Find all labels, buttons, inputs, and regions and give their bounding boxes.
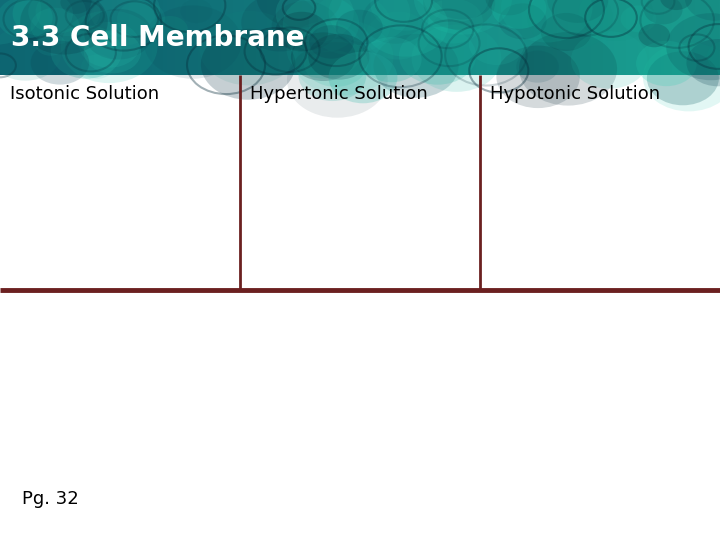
- Circle shape: [707, 40, 720, 72]
- Circle shape: [287, 42, 387, 118]
- Circle shape: [336, 10, 383, 45]
- Circle shape: [30, 8, 79, 44]
- Circle shape: [423, 0, 495, 30]
- Circle shape: [60, 0, 91, 14]
- Circle shape: [20, 0, 108, 55]
- Circle shape: [492, 0, 546, 29]
- Circle shape: [0, 0, 41, 45]
- Circle shape: [541, 13, 592, 51]
- Circle shape: [276, 0, 354, 43]
- Circle shape: [414, 0, 512, 35]
- Circle shape: [144, 5, 241, 79]
- Text: 3.3 Cell Membrane: 3.3 Cell Membrane: [11, 24, 305, 51]
- Circle shape: [89, 0, 156, 46]
- Circle shape: [153, 16, 188, 43]
- Circle shape: [429, 0, 495, 19]
- Circle shape: [361, 37, 422, 82]
- Circle shape: [660, 0, 693, 10]
- Circle shape: [644, 0, 683, 24]
- Circle shape: [309, 25, 354, 59]
- Circle shape: [0, 27, 61, 80]
- Circle shape: [501, 0, 593, 43]
- Circle shape: [469, 23, 524, 65]
- Circle shape: [309, 0, 391, 55]
- Circle shape: [0, 0, 53, 38]
- Circle shape: [50, 25, 122, 79]
- Circle shape: [299, 50, 366, 101]
- Circle shape: [201, 29, 295, 100]
- Circle shape: [89, 0, 160, 37]
- Circle shape: [328, 0, 410, 43]
- Circle shape: [685, 0, 720, 21]
- Circle shape: [639, 24, 670, 48]
- Circle shape: [499, 3, 546, 39]
- Circle shape: [666, 13, 720, 80]
- Circle shape: [636, 40, 697, 86]
- Circle shape: [199, 11, 299, 85]
- Circle shape: [60, 10, 158, 83]
- Circle shape: [81, 55, 114, 79]
- Circle shape: [12, 0, 73, 36]
- Circle shape: [547, 0, 608, 23]
- Circle shape: [643, 43, 720, 111]
- Circle shape: [528, 0, 613, 50]
- Circle shape: [36, 0, 100, 36]
- Circle shape: [256, 0, 342, 28]
- Text: Pg. 32: Pg. 32: [22, 490, 78, 508]
- Circle shape: [423, 0, 490, 22]
- Text: Isotonic Solution: Isotonic Solution: [10, 85, 159, 103]
- Circle shape: [374, 34, 459, 98]
- Circle shape: [578, 0, 653, 41]
- Circle shape: [485, 0, 533, 15]
- Circle shape: [647, 51, 719, 105]
- Circle shape: [28, 0, 86, 33]
- Circle shape: [35, 33, 66, 56]
- Circle shape: [84, 9, 152, 59]
- Circle shape: [241, 0, 318, 51]
- Circle shape: [293, 20, 393, 96]
- Circle shape: [412, 24, 501, 92]
- Circle shape: [271, 1, 338, 51]
- Circle shape: [328, 52, 397, 103]
- Circle shape: [519, 32, 617, 106]
- Circle shape: [686, 39, 720, 86]
- Circle shape: [287, 22, 363, 79]
- Circle shape: [84, 30, 141, 73]
- Circle shape: [181, 0, 212, 23]
- Circle shape: [304, 39, 368, 87]
- Circle shape: [399, 27, 476, 85]
- Circle shape: [496, 45, 580, 108]
- Circle shape: [516, 51, 559, 83]
- Circle shape: [366, 11, 430, 59]
- Circle shape: [621, 5, 657, 32]
- Circle shape: [364, 0, 449, 57]
- Circle shape: [370, 0, 442, 31]
- Text: Hypotonic Solution: Hypotonic Solution: [490, 85, 660, 103]
- Circle shape: [31, 40, 89, 85]
- Circle shape: [79, 22, 140, 68]
- Circle shape: [308, 34, 369, 80]
- Circle shape: [362, 0, 428, 44]
- Bar: [0, 75, 720, 540]
- Circle shape: [571, 31, 647, 89]
- Circle shape: [275, 12, 328, 51]
- Circle shape: [291, 32, 356, 81]
- Circle shape: [117, 1, 165, 37]
- Text: Hypertonic Solution: Hypertonic Solution: [250, 85, 428, 103]
- Circle shape: [423, 0, 483, 44]
- Circle shape: [283, 0, 359, 52]
